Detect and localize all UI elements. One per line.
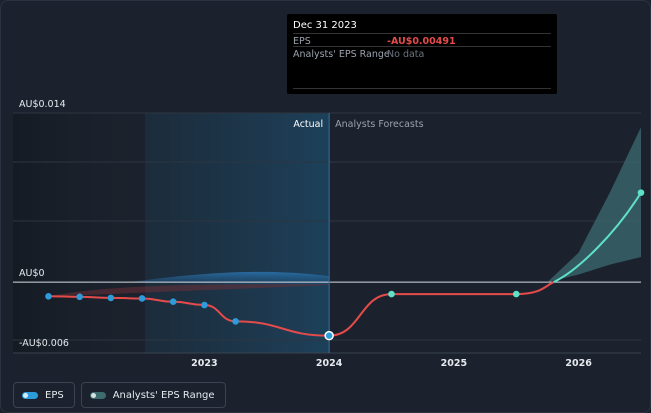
eps-forecast-point xyxy=(388,290,395,298)
tooltip-range-value: No data xyxy=(387,49,425,60)
eps-forecast-point xyxy=(637,189,645,196)
tooltip-date: Dec 31 2023 xyxy=(293,20,357,31)
y-tick-label: -AU$0.006 xyxy=(19,338,69,349)
eps-point xyxy=(76,293,83,301)
eps-forecast-line-negative xyxy=(329,281,555,337)
tooltip-eps-label: EPS xyxy=(293,36,311,47)
x-tick-label: 2023 xyxy=(191,358,217,369)
legend-label-eps: EPS xyxy=(45,389,64,401)
legend-item-eps[interactable]: EPS xyxy=(13,382,75,408)
past-shade xyxy=(13,113,153,353)
legend: EPS Analysts' EPS Range xyxy=(13,382,226,408)
y-tick-label: AU$0.014 xyxy=(19,99,66,110)
tooltip: Dec 31 2023 EPS -AU$0.00491 Analysts' EP… xyxy=(287,14,557,94)
eps-forecast-point xyxy=(512,290,520,298)
legend-item-range[interactable]: Analysts' EPS Range xyxy=(80,382,226,408)
eps-point xyxy=(138,295,146,302)
past-error-area xyxy=(48,284,330,297)
eps-point xyxy=(201,301,208,309)
x-tick-label: 2024 xyxy=(316,358,343,369)
tooltip-range-label: Analysts' EPS Range xyxy=(293,49,390,60)
eps-point xyxy=(232,318,239,325)
eps-point xyxy=(169,298,177,306)
tooltip-divider xyxy=(293,88,551,89)
x-tick-label: 2026 xyxy=(565,358,592,369)
tooltip-range-row: Analysts' EPS Range No data xyxy=(293,46,551,61)
range-swatch-icon xyxy=(89,391,106,399)
past-range-area xyxy=(129,271,330,285)
actual-highlight xyxy=(145,113,330,353)
eps-forecast-line-positive xyxy=(553,192,642,283)
analysts-range-band xyxy=(547,127,641,283)
x-tick-label: 2025 xyxy=(441,358,467,369)
legend-label-range: Analysts' EPS Range xyxy=(112,389,215,401)
forecast-region-label: Analysts Forecasts xyxy=(335,119,423,130)
actual-region-label: Actual xyxy=(293,119,323,130)
eps-point xyxy=(107,294,115,302)
eps-point xyxy=(45,292,52,300)
tooltip-eps-value: -AU$0.00491 xyxy=(387,36,456,47)
y-tick-label: AU$0 xyxy=(19,268,45,279)
tooltip-eps-row: EPS -AU$0.00491 xyxy=(293,33,551,48)
eps-swatch-icon xyxy=(22,391,38,399)
eps-point-selected xyxy=(324,330,334,341)
